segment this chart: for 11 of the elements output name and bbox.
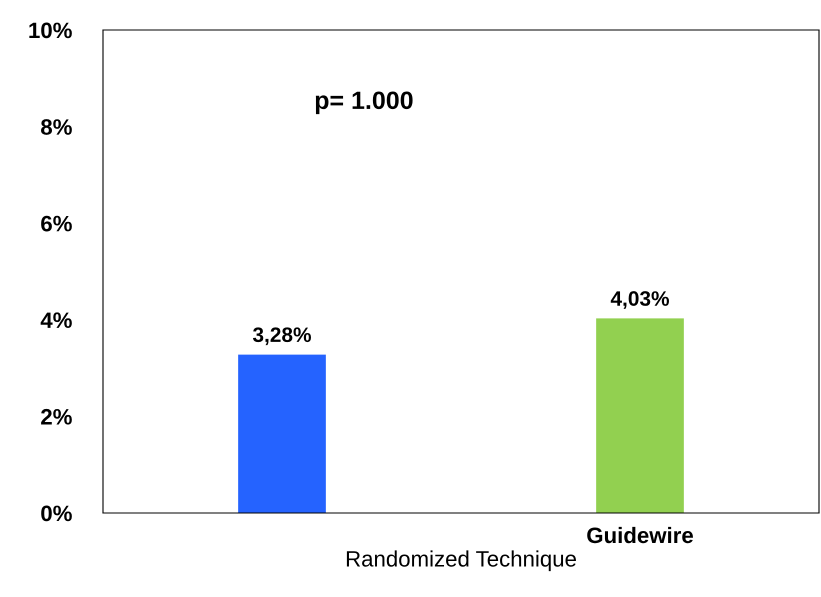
x-axis-title: Randomized Technique bbox=[346, 550, 576, 572]
annotation: p= 1.000 bbox=[316, 91, 413, 114]
y-tick-label: 8% bbox=[41, 119, 72, 135]
y-tick-label: 0% bbox=[41, 506, 72, 522]
y-tick-label: 10% bbox=[29, 22, 72, 38]
data-label: 4,03% bbox=[610, 291, 669, 309]
data-label: 3,28% bbox=[252, 327, 311, 346]
y-tick-label: 6% bbox=[41, 216, 72, 232]
x-tick-label: Guidewire bbox=[587, 526, 693, 544]
y-tick-label: 4% bbox=[40, 312, 72, 328]
y-tick-label: 2% bbox=[41, 408, 72, 425]
